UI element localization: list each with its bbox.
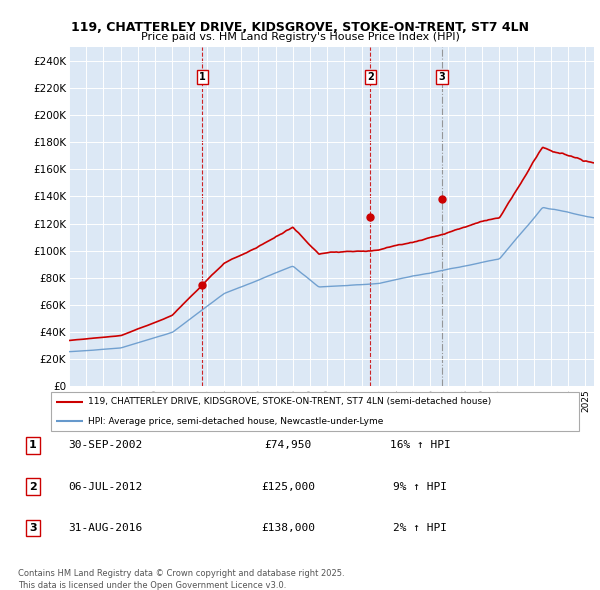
Text: 16% ↑ HPI: 16% ↑ HPI — [389, 441, 451, 450]
Text: £138,000: £138,000 — [261, 523, 315, 533]
Text: 2: 2 — [29, 482, 37, 491]
Text: 3: 3 — [439, 72, 445, 82]
Text: 06-JUL-2012: 06-JUL-2012 — [68, 482, 142, 491]
Text: 31-AUG-2016: 31-AUG-2016 — [68, 523, 142, 533]
Text: 1: 1 — [199, 72, 206, 82]
Text: 119, CHATTERLEY DRIVE, KIDSGROVE, STOKE-ON-TRENT, ST7 4LN (semi-detached house): 119, CHATTERLEY DRIVE, KIDSGROVE, STOKE-… — [88, 397, 491, 407]
Text: 30-SEP-2002: 30-SEP-2002 — [68, 441, 142, 450]
Text: 9% ↑ HPI: 9% ↑ HPI — [393, 482, 447, 491]
FancyBboxPatch shape — [50, 392, 580, 431]
Text: Price paid vs. HM Land Registry's House Price Index (HPI): Price paid vs. HM Land Registry's House … — [140, 32, 460, 42]
Text: 1: 1 — [29, 441, 37, 450]
Text: 2% ↑ HPI: 2% ↑ HPI — [393, 523, 447, 533]
Text: 2: 2 — [367, 72, 374, 82]
Text: HPI: Average price, semi-detached house, Newcastle-under-Lyme: HPI: Average price, semi-detached house,… — [88, 417, 383, 426]
Text: 119, CHATTERLEY DRIVE, KIDSGROVE, STOKE-ON-TRENT, ST7 4LN: 119, CHATTERLEY DRIVE, KIDSGROVE, STOKE-… — [71, 21, 529, 34]
Text: Contains HM Land Registry data © Crown copyright and database right 2025.
This d: Contains HM Land Registry data © Crown c… — [18, 569, 344, 590]
Text: £74,950: £74,950 — [265, 441, 311, 450]
Text: 3: 3 — [29, 523, 37, 533]
Text: £125,000: £125,000 — [261, 482, 315, 491]
